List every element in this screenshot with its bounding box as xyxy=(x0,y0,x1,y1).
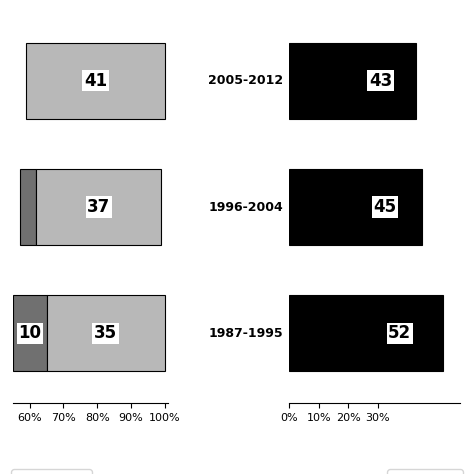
Text: 41: 41 xyxy=(84,72,107,90)
Text: 1996-2004: 1996-2004 xyxy=(209,201,283,213)
Text: 35: 35 xyxy=(94,324,117,342)
Bar xyxy=(27,43,165,118)
Text: 2005-2012: 2005-2012 xyxy=(209,74,283,87)
Text: 37: 37 xyxy=(87,198,110,216)
Legend: GR/MD: GR/MD xyxy=(11,469,92,474)
Bar xyxy=(290,295,443,371)
Bar xyxy=(19,169,36,245)
Text: 45: 45 xyxy=(374,198,397,216)
Text: 52: 52 xyxy=(388,324,411,342)
Text: 10: 10 xyxy=(18,324,41,342)
Bar xyxy=(46,295,165,371)
Bar xyxy=(290,169,422,245)
Text: 1987-1995: 1987-1995 xyxy=(209,327,283,340)
Bar xyxy=(36,169,162,245)
Text: 43: 43 xyxy=(369,72,392,90)
Legend: Death: Death xyxy=(387,469,463,474)
Bar xyxy=(290,43,416,118)
Bar xyxy=(13,295,46,371)
